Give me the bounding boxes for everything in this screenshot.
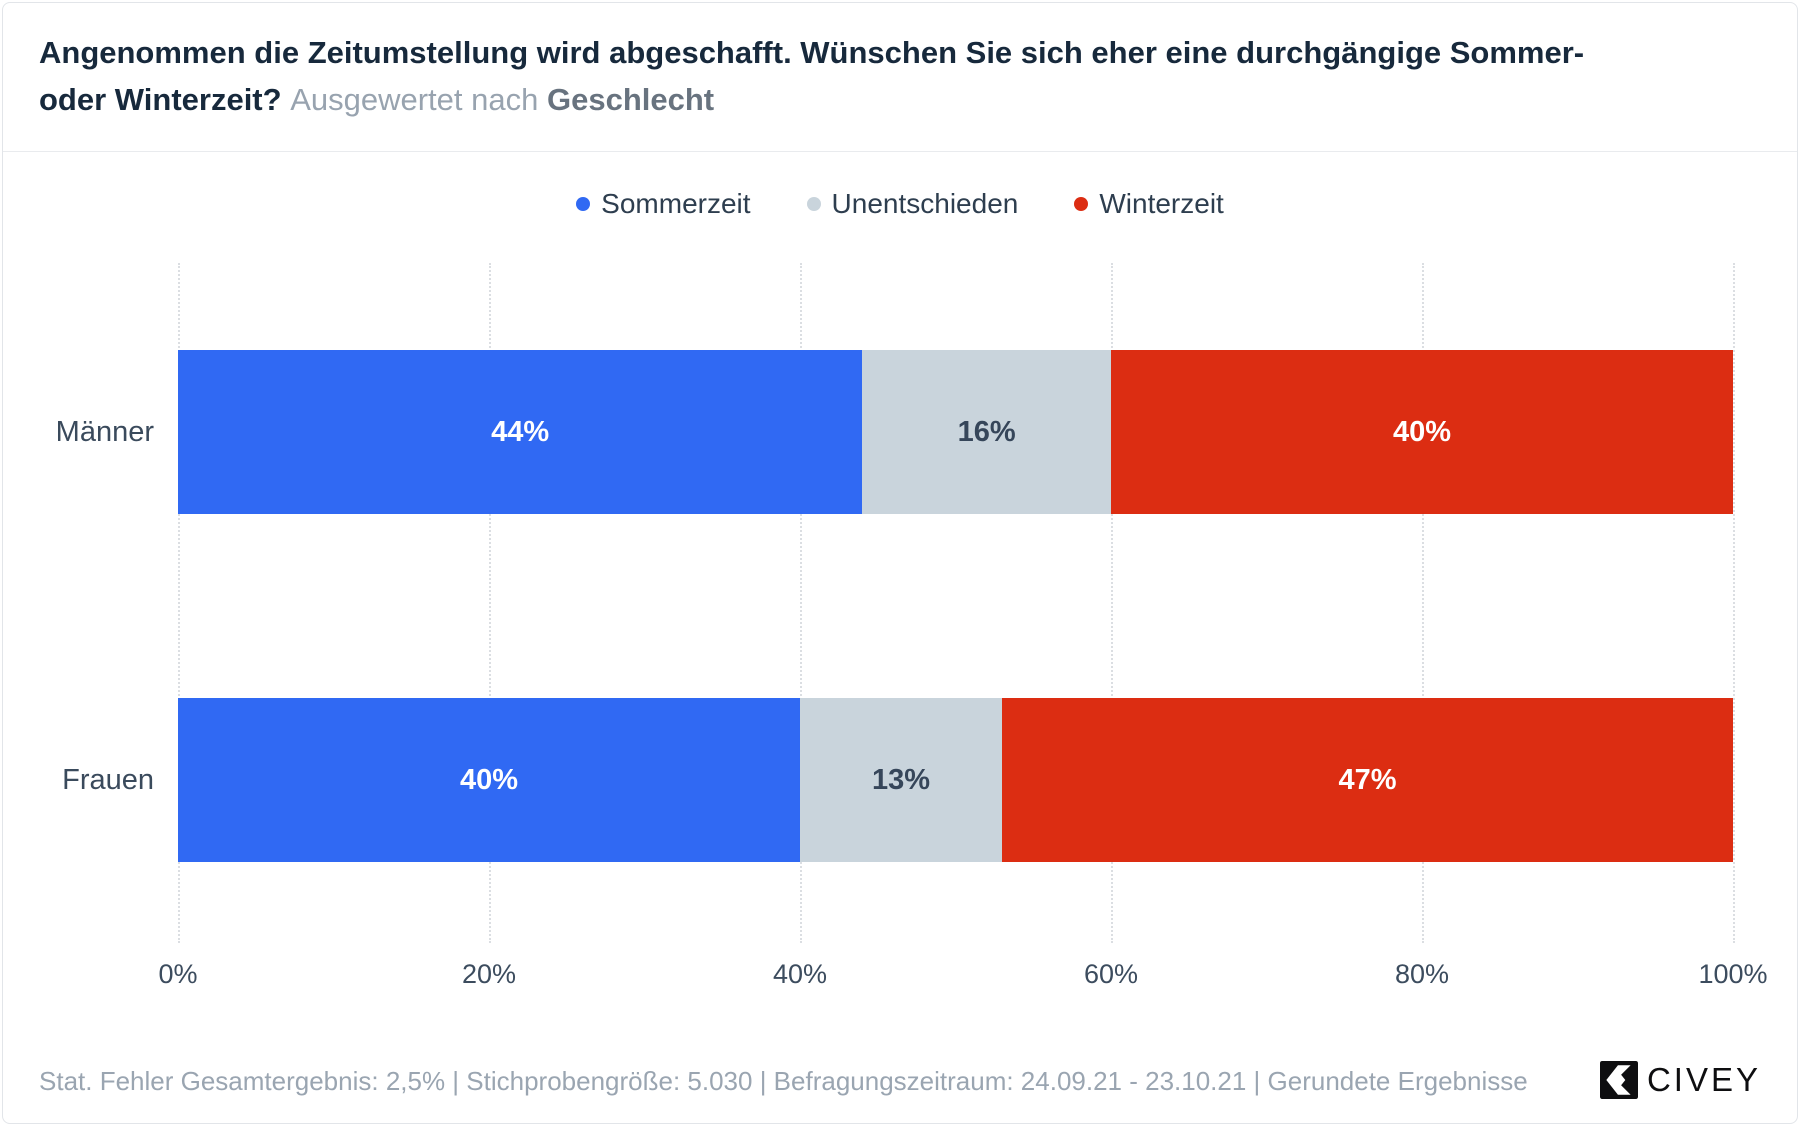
civey-logo-text: CIVEY xyxy=(1646,1061,1761,1098)
legend-item-sommerzeit[interactable]: Sommerzeit xyxy=(576,188,751,220)
gridline-20 xyxy=(489,263,491,943)
bar-row-männer: 44% 16% 40% xyxy=(178,350,1733,514)
bar-segment-unentschieden-frauen[interactable]: 13% xyxy=(800,698,1003,862)
bar-value-label: 13% xyxy=(872,763,931,796)
x-tick-label-80: 80% xyxy=(1394,959,1450,989)
bar-segment-unentschieden-männer[interactable]: 16% xyxy=(862,350,1111,514)
gridline-80 xyxy=(1422,263,1424,943)
bar-segment-sommerzeit-männer[interactable]: 44% xyxy=(178,350,863,514)
bar-segment-sommerzeit-frauen[interactable]: 40% xyxy=(178,698,800,862)
poll-question-line2-bold: oder Winterzeit? xyxy=(39,82,282,117)
bar-value-label: 40% xyxy=(459,763,519,796)
x-tick-label-40: 40% xyxy=(772,959,828,989)
x-tick-label-100: 100% xyxy=(1698,959,1768,989)
row-label-frauen: Frauen xyxy=(62,763,154,796)
x-axis: 0% 20% 40% 60% 80% 100% xyxy=(158,959,1767,999)
poll-question-line2: oder Winterzeit? Ausgewertet nach Geschl… xyxy=(39,76,1761,123)
bar-value-label: 16% xyxy=(957,415,1016,448)
bar-segment-winterzeit-frauen[interactable]: 47% xyxy=(1002,698,1733,862)
x-tick-label-20: 20% xyxy=(461,959,517,989)
x-tick-label-60: 60% xyxy=(1083,959,1139,989)
bar-row-frauen: 40% 13% 47% xyxy=(178,698,1733,862)
subtitle-prefix: Ausgewertet nach xyxy=(290,82,539,117)
plot-area: 0% 20% 40% 60% 80% 100% Männer 44% 16% 40% Frauen… xyxy=(56,263,1768,989)
legend-item-winterzeit[interactable]: Winterzeit xyxy=(1074,188,1224,220)
poll-question-line1: Angenommen die Zeitumstellung wird abges… xyxy=(39,35,1585,70)
x-tick-label-0: 0% xyxy=(158,959,198,989)
bar-value-label: 44% xyxy=(491,415,550,448)
bar-segment-winterzeit-männer[interactable]: 40% xyxy=(1110,350,1733,514)
footer-note: Stat. Fehler Gesamtergebnis: 2,5% | Stic… xyxy=(39,1066,1528,1096)
gridline-100 xyxy=(1733,263,1735,943)
legend-dot-icon xyxy=(1074,197,1089,211)
row-label-männer: Männer xyxy=(55,415,154,448)
legend: Sommerzeit Unentschieden Winterzeit xyxy=(3,187,1797,221)
legend-dot-icon xyxy=(806,197,821,211)
legend-label: Unentschieden xyxy=(831,188,1019,219)
gridline-0 xyxy=(178,263,180,943)
subtitle-emphasis: Geschlecht xyxy=(546,82,715,117)
legend-label: Sommerzeit xyxy=(601,188,751,219)
legend-item-unentschieden[interactable]: Unentschieden xyxy=(806,188,1019,220)
bar-value-label: 40% xyxy=(1392,415,1451,448)
legend-dot-icon xyxy=(576,197,591,211)
gridline-60 xyxy=(1111,263,1113,943)
gridline-40 xyxy=(800,263,802,943)
legend-label: Winterzeit xyxy=(1099,188,1224,219)
bar-value-label: 47% xyxy=(1338,763,1397,796)
civey-brand-link[interactable]: CIVEY xyxy=(1599,1061,1761,1099)
header: Angenommen die Zeitumstellung wird abges… xyxy=(3,3,1797,152)
civey-logo-icon xyxy=(1599,1061,1638,1099)
